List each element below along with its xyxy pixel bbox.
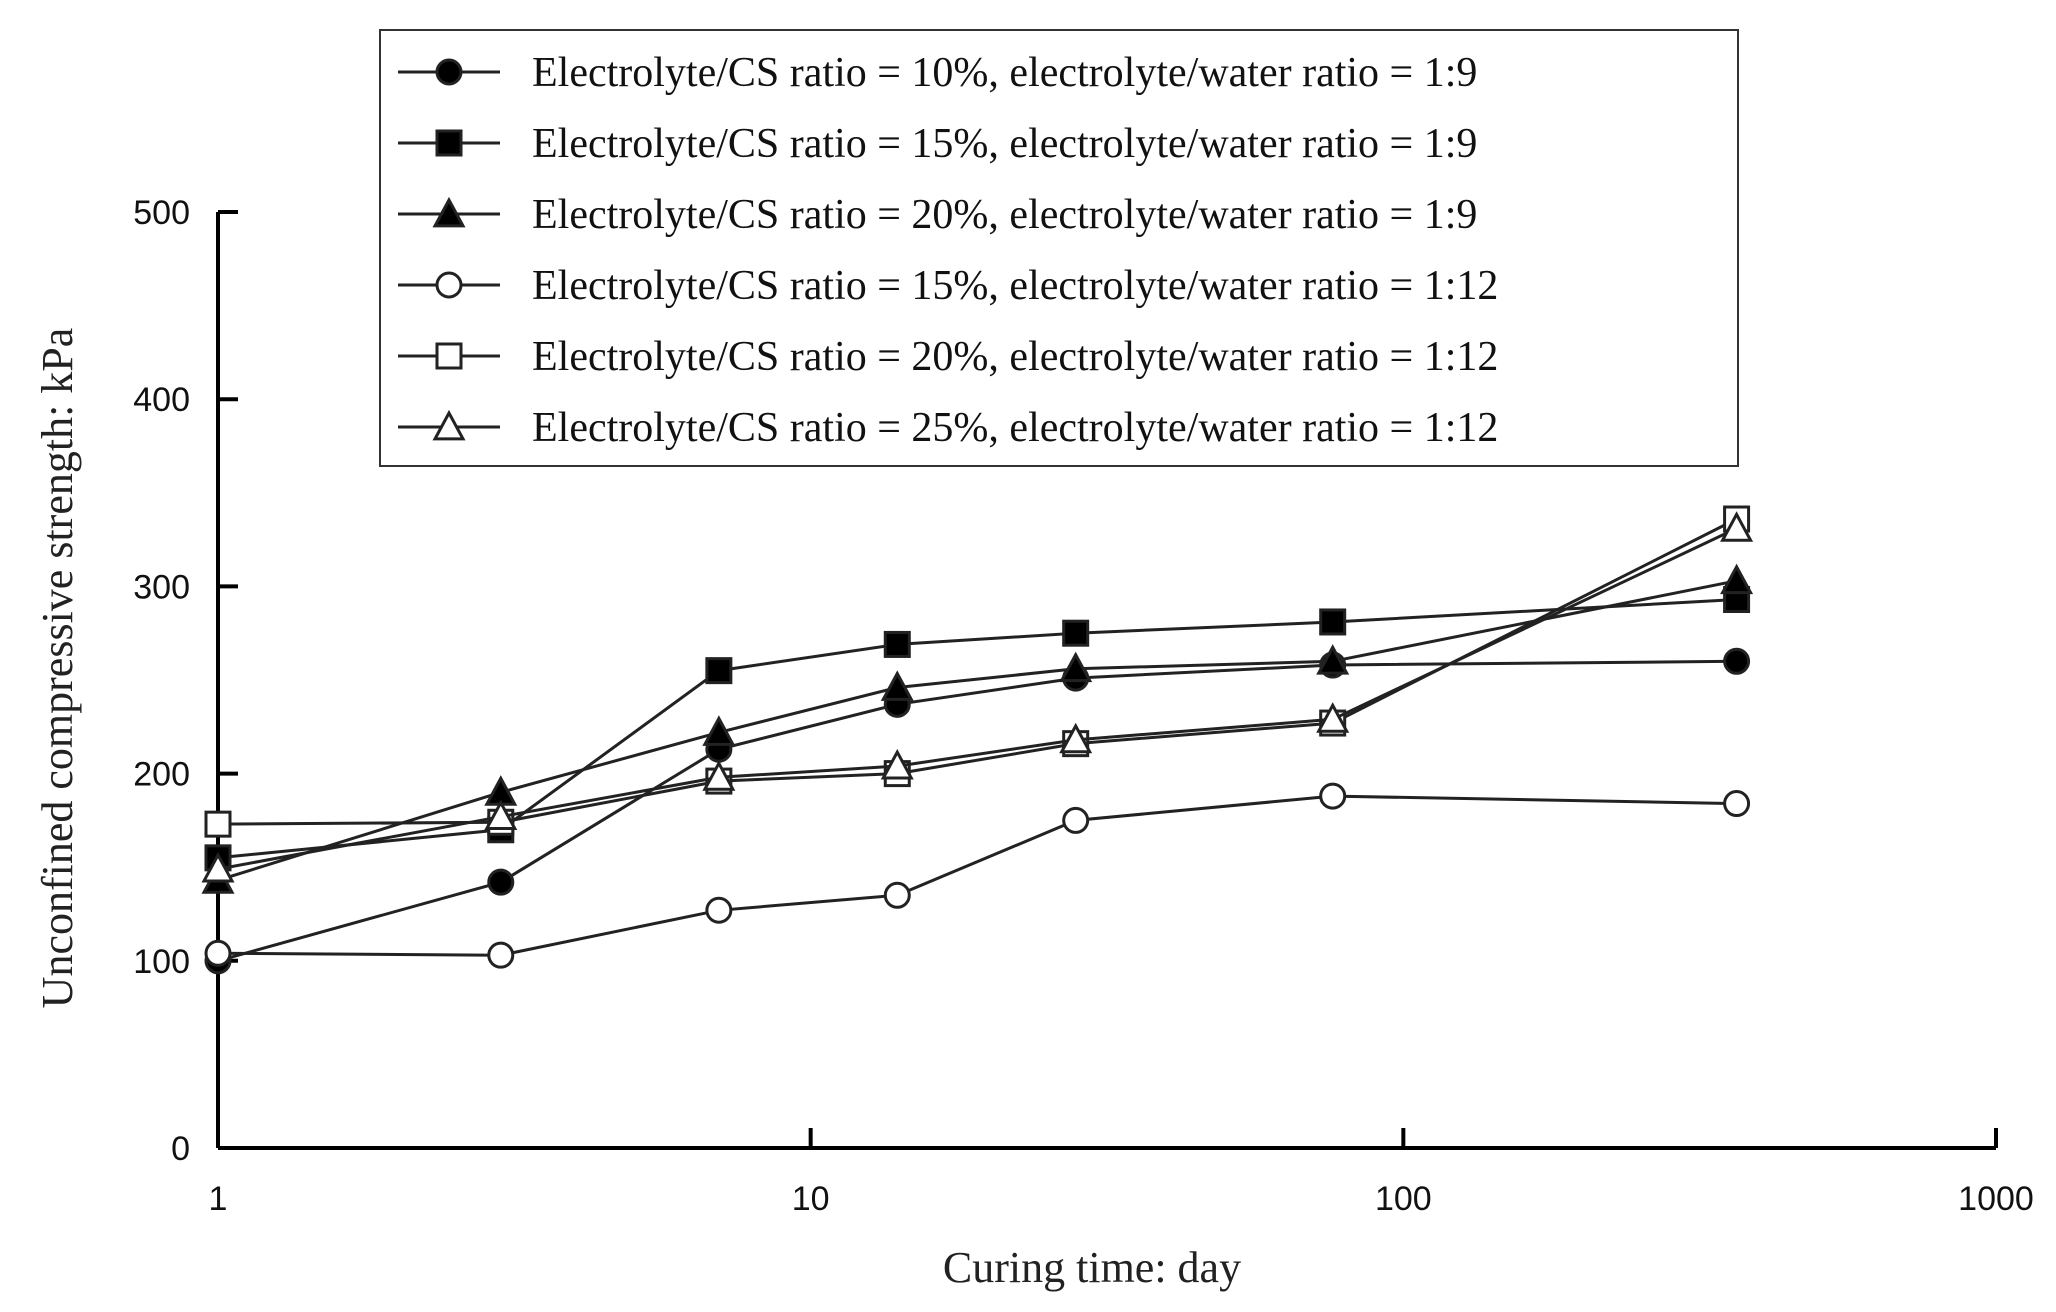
legend-label: Electrolyte/CS ratio = 20%, electrolyte/… — [532, 334, 1498, 380]
series-3 — [201, 563, 1754, 894]
data-point — [201, 851, 235, 883]
data-point — [484, 799, 518, 831]
legend-entry-2: Electrolyte/CS ratio = 15%, electrolyte/… — [398, 121, 1477, 167]
data-point — [705, 896, 733, 924]
legend-marker — [435, 342, 463, 370]
series-line — [217, 598, 1737, 860]
legend-entry-3: Electrolyte/CS ratio = 20%, electrolyte/… — [398, 192, 1477, 238]
data-point — [1319, 608, 1347, 636]
legend-entry-5: Electrolyte/CS ratio = 20%, electrolyte/… — [398, 334, 1498, 380]
data-point — [487, 941, 515, 969]
legend-label: Electrolyte/CS ratio = 15%, electrolyte/… — [532, 263, 1498, 309]
series-line — [217, 517, 1738, 826]
x-axis-title: Curing time: day — [943, 1243, 1241, 1292]
data-point — [487, 868, 515, 896]
data-point — [1316, 702, 1350, 733]
data-point — [880, 748, 914, 780]
legend-label: Electrolyte/CS ratio = 20%, electrolyte/… — [532, 192, 1477, 238]
series-layer — [201, 505, 1754, 975]
data-point — [1059, 651, 1093, 683]
data-point — [883, 881, 911, 909]
series-6 — [201, 511, 1754, 883]
legend-label: Electrolyte/CS ratio = 15%, electrolyte/… — [532, 121, 1477, 167]
data-point — [1723, 647, 1751, 675]
data-point — [705, 657, 733, 685]
data-point — [1319, 782, 1347, 810]
y-axis-title: Unconfined compressive strength: kPa — [33, 328, 82, 1009]
series-line — [217, 659, 1737, 963]
data-point — [880, 670, 914, 701]
legend-entry-1: Electrolyte/CS ratio = 10%, electrolyte/… — [398, 50, 1477, 96]
x-tick-label: 1 — [209, 1180, 228, 1218]
data-point — [1720, 563, 1754, 595]
y-tick-label: 200 — [133, 756, 190, 794]
legend-marker — [432, 409, 466, 441]
data-point — [204, 810, 232, 838]
series-4 — [204, 782, 1751, 969]
legend-entry-4: Electrolyte/CS ratio = 15%, electrolyte/… — [398, 263, 1498, 309]
data-point — [1316, 644, 1350, 675]
data-point — [1720, 511, 1754, 542]
data-point — [1059, 722, 1093, 754]
y-tick-label: 500 — [133, 194, 190, 232]
data-point — [1062, 806, 1090, 834]
y-tick-label: 100 — [133, 943, 190, 981]
data-point — [702, 760, 736, 791]
legend-marker — [432, 196, 466, 228]
data-point — [1062, 619, 1090, 647]
data-point — [702, 715, 736, 746]
legend-marker — [435, 58, 463, 86]
series-line — [217, 527, 1738, 871]
x-tick-label: 100 — [1375, 1180, 1432, 1218]
y-tick-label: 0 — [171, 1130, 190, 1168]
y-tick-label: 400 — [133, 381, 190, 419]
y-tick-label: 300 — [133, 568, 190, 606]
data-point — [883, 630, 911, 658]
x-tick-label: 10 — [792, 1180, 830, 1218]
axes: 0 100 200 300 400 500 1 10 100 1000 — [133, 194, 2034, 1218]
data-point — [204, 939, 232, 967]
legend-marker — [435, 271, 463, 299]
x-tick-label: 1000 — [1958, 1180, 2034, 1218]
data-point — [1723, 790, 1751, 818]
series-line — [217, 794, 1737, 957]
legend-label: Electrolyte/CS ratio = 10%, electrolyte/… — [532, 50, 1477, 96]
series-5 — [204, 505, 1751, 838]
legend: Electrolyte/CS ratio = 10%, electrolyte/… — [379, 29, 1739, 467]
legend-label: Electrolyte/CS ratio = 25%, electrolyte/… — [532, 405, 1498, 451]
legend-marker — [435, 129, 463, 157]
legend-box — [379, 29, 1739, 467]
legend-entry-6: Electrolyte/CS ratio = 25%, electrolyte/… — [398, 405, 1498, 451]
